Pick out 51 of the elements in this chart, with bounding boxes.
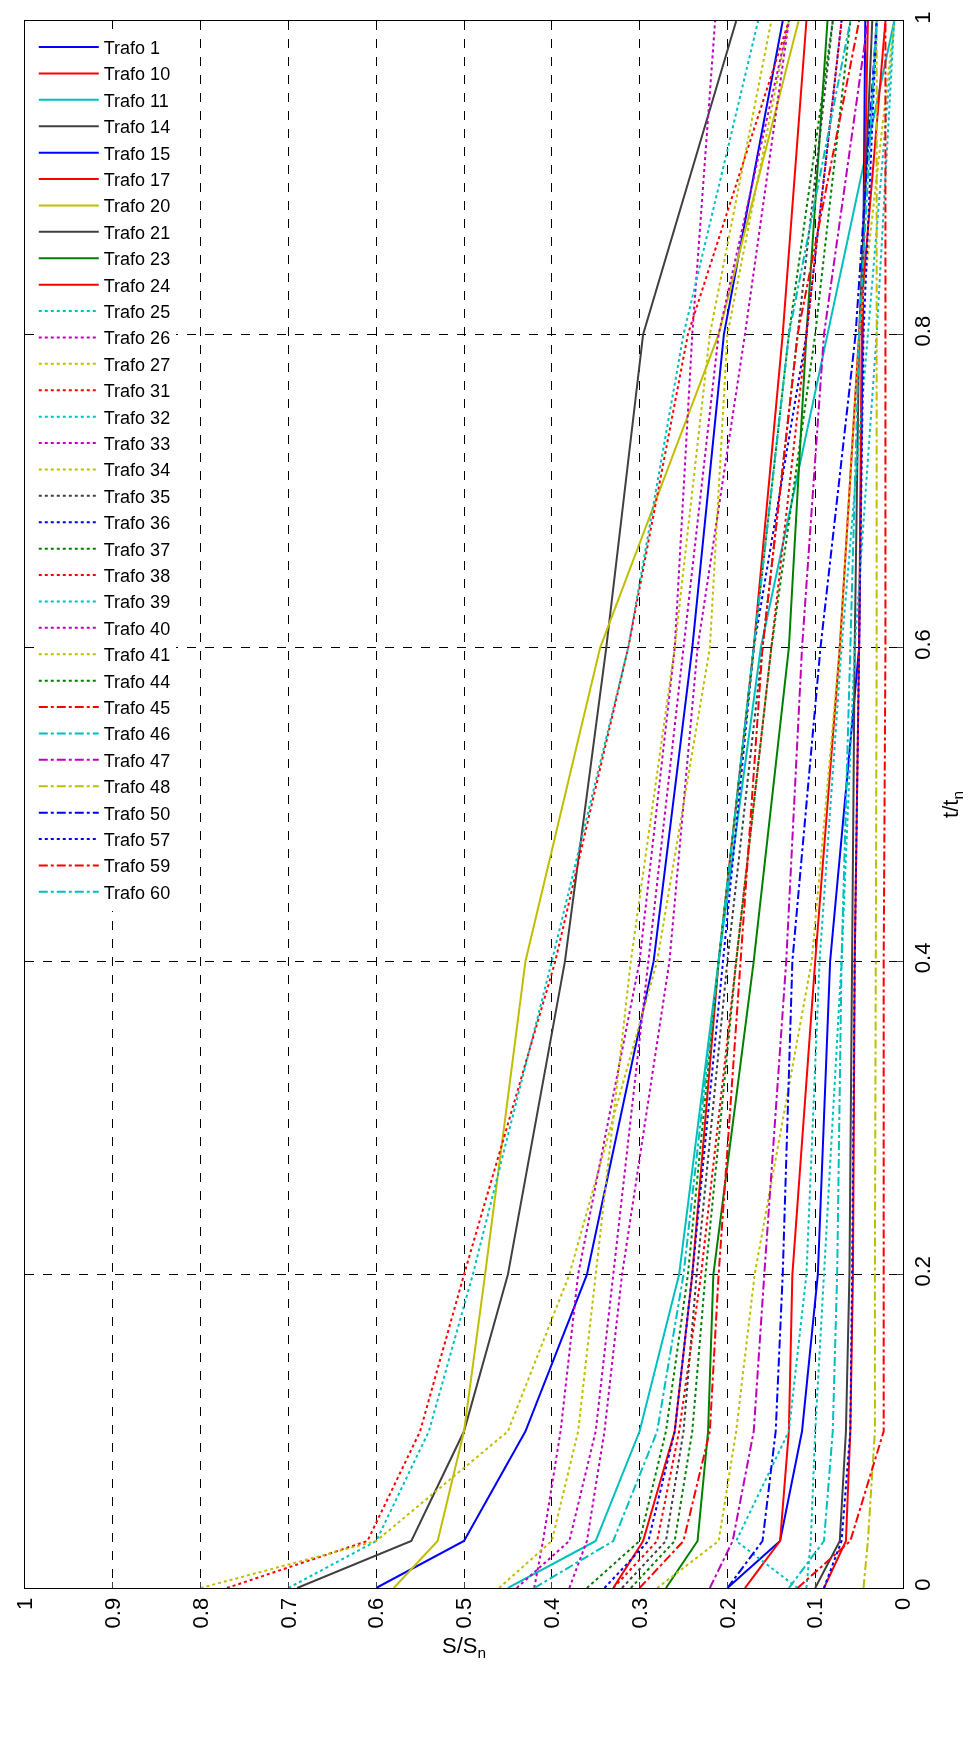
legend-label: Trafo 34: [103, 460, 171, 481]
x-tick-label: 0.4: [538, 1597, 564, 1629]
x-tick-label: 0.2: [714, 1597, 740, 1629]
x-tick-label: 0.3: [626, 1597, 652, 1629]
y-tick-label: 0: [910, 1578, 936, 1591]
x-tick-label: 0.5: [451, 1597, 477, 1629]
legend-label: Trafo 33: [103, 434, 171, 455]
x-tick-label: 0.1: [802, 1597, 828, 1629]
legend-label: Trafo 57: [103, 830, 171, 851]
x-axis-title: S/S$_{n}$: [441, 1633, 487, 1661]
y-tick-label: 0.4: [910, 942, 936, 974]
legend-label: Trafo 46: [103, 724, 171, 745]
legend-label: Trafo 32: [103, 407, 171, 428]
legend-label: Trafo 26: [103, 328, 171, 349]
x-tick-label: 1: [12, 1597, 38, 1611]
legend-label: Trafo 59: [103, 856, 171, 877]
legend-label: Trafo 36: [103, 513, 171, 534]
legend-label: Trafo 27: [103, 354, 171, 375]
legend-label: Trafo 37: [103, 539, 171, 560]
legend-label: Trafo 47: [103, 750, 171, 771]
y-tick-label: 0.6: [910, 629, 936, 660]
x-tick-label: 0.8: [187, 1597, 213, 1629]
legend-label: Trafo 31: [103, 381, 171, 402]
legend-label: Trafo 25: [103, 302, 171, 323]
legend-label: Trafo 38: [103, 566, 171, 587]
legend-label: Trafo 14: [103, 117, 171, 138]
legend-label: Trafo 1: [103, 38, 161, 59]
x-tick-label: 0: [890, 1597, 916, 1611]
legend-label: Trafo 17: [103, 170, 171, 191]
y-tick-label: 1: [910, 11, 936, 24]
legend-label: Trafo 45: [103, 698, 171, 719]
x-tick-label: 0.9: [99, 1597, 125, 1629]
legend-label: Trafo 60: [103, 882, 171, 903]
y-tick-label: 0.8: [910, 315, 936, 347]
legend-label: Trafo 24: [103, 275, 171, 296]
legend-label: Trafo 39: [103, 592, 171, 613]
legend-label: Trafo 10: [103, 64, 171, 85]
y-tick-label: 0.2: [910, 1256, 936, 1287]
legend-label: Trafo 21: [103, 222, 171, 243]
legend-label: Trafo 44: [103, 671, 171, 692]
legend-label: Trafo 15: [103, 143, 171, 164]
x-tick-label: 0.6: [363, 1597, 389, 1629]
x-tick-label: 0.7: [275, 1597, 301, 1629]
legend-label: Trafo 50: [103, 803, 171, 824]
legend-label: Trafo 23: [103, 249, 171, 270]
legend-label: Trafo 35: [103, 486, 171, 507]
legend-label: Trafo 11: [103, 90, 169, 111]
legend-label: Trafo 40: [103, 618, 171, 639]
legend-label: Trafo 20: [103, 196, 171, 217]
legend-label: Trafo 48: [103, 777, 171, 798]
legend-label: Trafo 41: [103, 645, 171, 666]
